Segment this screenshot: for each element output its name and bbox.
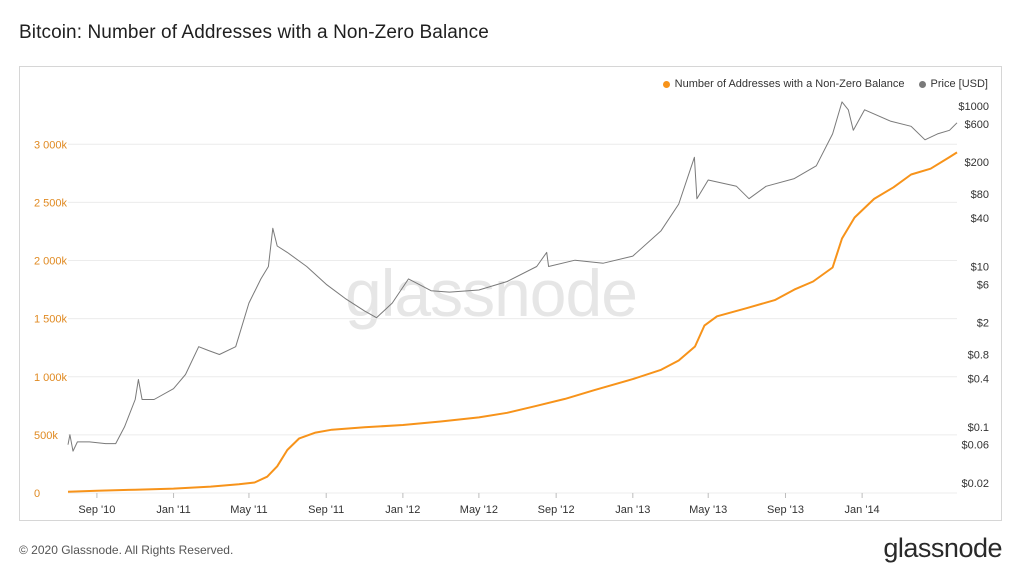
glassnode-logo: glassnode xyxy=(883,533,1002,563)
x-tick-label: Jan '11 xyxy=(156,504,190,516)
y-right-tick-label: $0.4 xyxy=(968,374,989,386)
chart-legend: Number of Addresses with a Non-Zero Bala… xyxy=(662,78,988,90)
y-right-tick-label: $0.1 xyxy=(968,422,989,434)
price-series-line xyxy=(67,101,958,452)
y-right-tick-label: $80 xyxy=(971,189,989,201)
y-left-tick-label: 3 000k xyxy=(34,139,68,151)
y-right-tick-label: $0.02 xyxy=(961,478,989,490)
y-right-tick-label: $10 xyxy=(971,262,989,274)
copyright-text: © 2020 Glassnode. All Rights Reserved. xyxy=(19,543,234,557)
chart-frame xyxy=(19,66,1002,521)
legend-dot-price xyxy=(918,80,926,88)
y-right-tick-label: $2 xyxy=(977,318,989,330)
y-right-tick-label: $1000 xyxy=(958,101,989,113)
y-left-tick-label: 1 500k xyxy=(34,314,68,326)
y-right-tick-label: $600 xyxy=(965,119,989,131)
legend-item-price[interactable]: Price [USD] xyxy=(918,78,988,90)
page-title: Bitcoin: Number of Addresses with a Non-… xyxy=(19,22,489,43)
y-left-tick-label: 2 000k xyxy=(34,256,68,268)
x-tick-label: Sep '13 xyxy=(767,504,804,516)
legend-item-addresses[interactable]: Number of Addresses with a Non-Zero Bala… xyxy=(662,78,905,90)
y-left-tick-label: 0 xyxy=(34,488,40,500)
legend-dot-addresses xyxy=(662,80,670,88)
legend-label-price: Price [USD] xyxy=(930,78,988,90)
x-tick-label: May '11 xyxy=(230,504,267,516)
x-tick-label: Jan '12 xyxy=(385,504,420,516)
y-right-tick-label: $0.8 xyxy=(968,349,989,361)
y-left-tick-label: 1 000k xyxy=(34,372,68,384)
x-tick-label: Jan '13 xyxy=(615,504,650,516)
legend-label-addresses: Number of Addresses with a Non-Zero Bala… xyxy=(674,78,905,90)
x-tick-label: May '13 xyxy=(689,504,727,516)
x-tick-label: May '12 xyxy=(460,504,498,516)
addresses-series-line xyxy=(67,151,958,493)
y-left-tick-label: 2 500k xyxy=(34,197,68,209)
y-right-tick-label: $200 xyxy=(965,157,989,169)
x-tick-label: Sep '10 xyxy=(78,504,115,516)
y-right-tick-label: $6 xyxy=(977,279,989,291)
x-tick-label: Sep '12 xyxy=(538,504,575,516)
x-tick-label: Jan '14 xyxy=(845,504,880,516)
y-right-tick-label: $40 xyxy=(971,213,989,225)
y-right-tick-label: $0.06 xyxy=(961,440,989,452)
y-left-tick-label: 500k xyxy=(34,430,58,442)
x-tick-label: Sep '11 xyxy=(308,504,344,516)
